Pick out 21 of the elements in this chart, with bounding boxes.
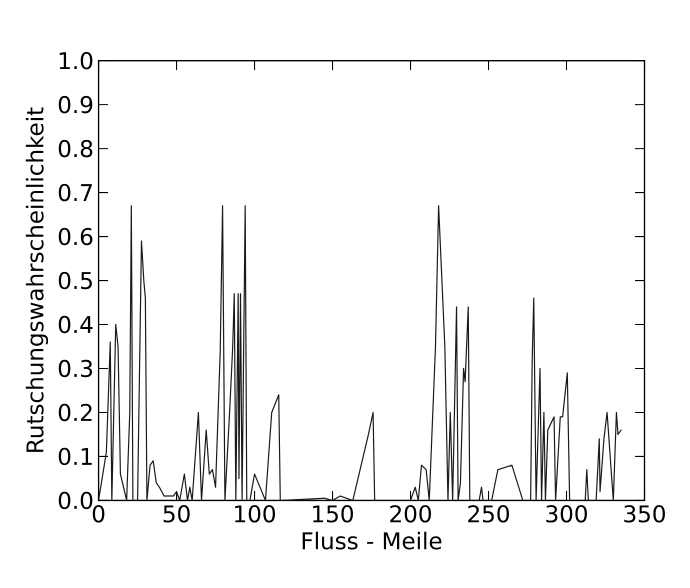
- x-tick-label: 150: [313, 505, 353, 523]
- y-tick-label: 0.6: [58, 228, 92, 246]
- y-tick-label: 0.1: [58, 448, 92, 466]
- x-tick-label: 100: [235, 505, 275, 523]
- y-tick-label: 0.7: [58, 184, 92, 202]
- x-tick-label: 300: [546, 505, 587, 523]
- y-tick-label: 0.8: [58, 140, 92, 158]
- x-tick-label: 350: [624, 505, 665, 523]
- y-tick-label: 1.0: [60, 52, 92, 70]
- x-tick-label: 200: [390, 505, 431, 523]
- x-axis-title: Fluss - Meile: [302, 532, 442, 550]
- x-tick-label: 250: [468, 505, 509, 523]
- x-tick-label: 0: [92, 505, 104, 523]
- y-tick-label: 0.5: [58, 272, 92, 290]
- y-tick-label: 0.4: [58, 316, 93, 334]
- y-tick-label: 0.2: [58, 404, 92, 422]
- y-tick-label: 0.0: [58, 492, 92, 510]
- x-tick-label: 50: [164, 505, 190, 523]
- y-tick-label: 0.3: [58, 360, 92, 378]
- y-axis-title: Rutschungswahrscheinlichkeit: [26, 108, 48, 452]
- y-tick-label: 0.9: [58, 96, 92, 114]
